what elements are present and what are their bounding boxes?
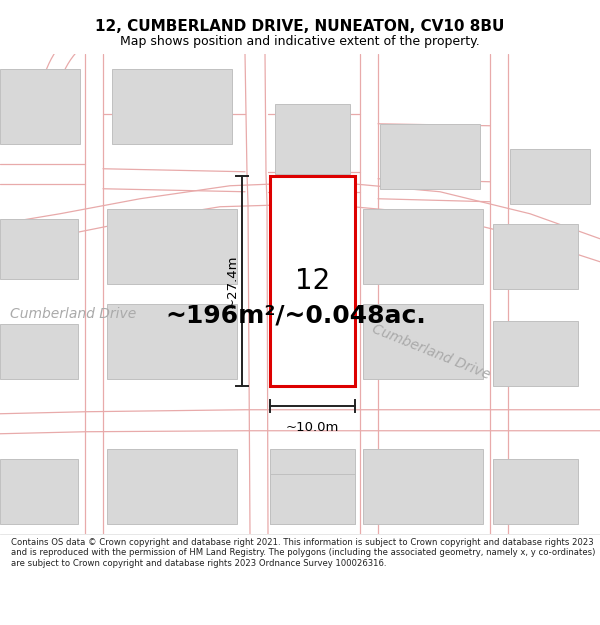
Bar bbox=[270, 449, 355, 524]
Bar bbox=[0, 324, 78, 379]
Bar bbox=[107, 304, 237, 379]
Bar bbox=[510, 149, 590, 204]
Bar bbox=[0, 219, 78, 279]
Bar bbox=[363, 209, 483, 284]
Text: 12: 12 bbox=[295, 267, 330, 295]
Text: ~196m²/~0.048ac.: ~196m²/~0.048ac. bbox=[165, 304, 426, 328]
Text: Cumberland Drive: Cumberland Drive bbox=[10, 307, 136, 321]
Bar bbox=[493, 224, 578, 289]
Bar bbox=[0, 69, 80, 144]
Bar bbox=[493, 459, 578, 524]
Bar bbox=[270, 474, 355, 524]
Text: Contains OS data © Crown copyright and database right 2021. This information is : Contains OS data © Crown copyright and d… bbox=[11, 538, 595, 568]
Text: Map shows position and indicative extent of the property.: Map shows position and indicative extent… bbox=[120, 35, 480, 48]
Text: 12, CUMBERLAND DRIVE, NUNEATON, CV10 8BU: 12, CUMBERLAND DRIVE, NUNEATON, CV10 8BU bbox=[95, 19, 505, 34]
Bar bbox=[380, 124, 480, 189]
Text: Cumberland Drive: Cumberland Drive bbox=[370, 322, 493, 382]
Text: ~10.0m: ~10.0m bbox=[286, 421, 339, 434]
Bar bbox=[363, 304, 483, 379]
Bar bbox=[493, 321, 578, 386]
Bar bbox=[107, 209, 237, 284]
Bar bbox=[107, 449, 237, 524]
Bar bbox=[275, 104, 350, 174]
Bar bbox=[363, 449, 483, 524]
Text: ~27.4m: ~27.4m bbox=[226, 254, 239, 308]
Bar bbox=[0, 459, 78, 524]
Bar bbox=[270, 176, 355, 386]
Bar bbox=[112, 69, 232, 144]
